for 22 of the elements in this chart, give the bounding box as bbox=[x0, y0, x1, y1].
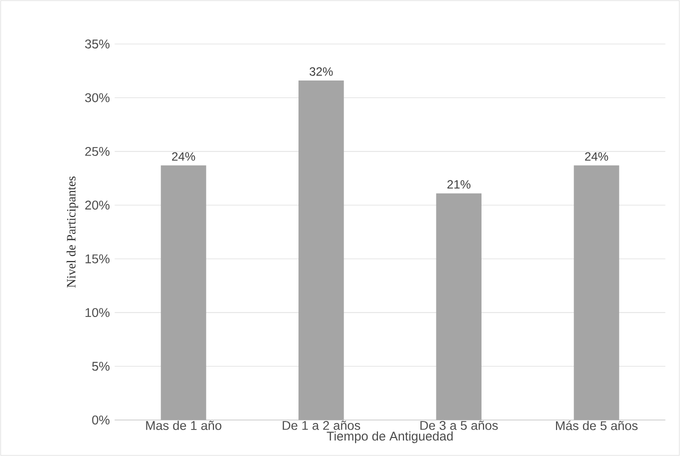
y-axis-title: Nivel de Participantes bbox=[66, 176, 78, 288]
y-tick-label: 15% bbox=[86, 254, 110, 264]
y-tick-label: 5% bbox=[92, 362, 110, 371]
y-tick-label: 0% bbox=[92, 416, 110, 424]
data-label: 21% bbox=[447, 180, 470, 189]
bar bbox=[436, 193, 482, 420]
data-label: 24% bbox=[172, 152, 196, 161]
bar bbox=[160, 165, 206, 420]
y-tick-label: 25% bbox=[85, 146, 110, 156]
x-tick-label: De 3 a 5 años bbox=[420, 420, 498, 430]
x-tick-label: De 1 a 2 años bbox=[282, 420, 360, 430]
y-tick-label: 35% bbox=[85, 40, 110, 48]
bar bbox=[298, 80, 344, 420]
y-tick-label: 10% bbox=[86, 308, 110, 318]
x-tick-label: Mas de 1 año bbox=[146, 420, 222, 430]
data-label: 32% bbox=[310, 67, 333, 76]
x-tick-label: Más de 5 años bbox=[556, 420, 638, 430]
bar bbox=[574, 165, 620, 420]
data-label: 24% bbox=[585, 152, 608, 161]
x-axis-title: Tiempo de Antiguedad bbox=[326, 431, 453, 444]
y-tick-label: 30% bbox=[85, 93, 110, 102]
y-tick-label: 20% bbox=[85, 200, 110, 210]
